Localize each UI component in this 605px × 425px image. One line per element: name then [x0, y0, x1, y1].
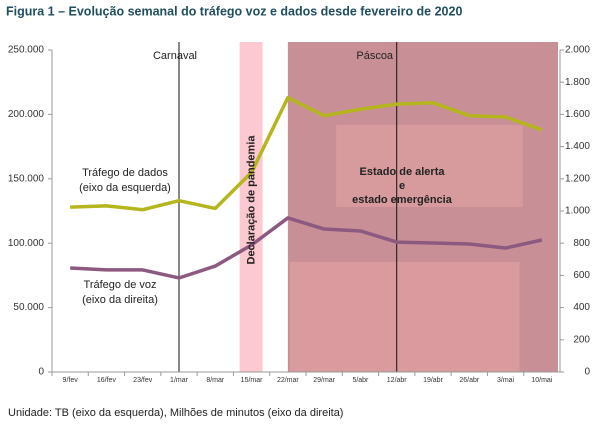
emergency-inner: [336, 125, 523, 207]
y-tick-label: 50.000: [13, 302, 44, 313]
emergency-inner: [289, 262, 520, 372]
y2-tick-label: 1.600: [565, 109, 590, 120]
series-label: Tráfego de voz: [84, 279, 157, 291]
x-tick-label: 3/mai: [497, 377, 515, 384]
x-tick-label: 10/mai: [531, 377, 552, 384]
y-tick-label: 0: [38, 367, 44, 378]
x-tick-label: 8/mar: [206, 377, 225, 384]
annotation: estado emergência: [352, 194, 453, 206]
x-tick-label: 9/fev: [63, 377, 79, 384]
y2-tick-label: 200: [573, 334, 590, 345]
x-tick-label: 12/abr: [387, 377, 408, 384]
backgrounds: [239, 42, 558, 372]
x-tick-label: 26/abr: [459, 377, 480, 384]
annotation: Carnaval: [153, 50, 197, 62]
y-tick-label: 200.000: [8, 109, 45, 120]
annotation: Estado de alerta: [360, 166, 446, 178]
x-tick-label: 5/abr: [352, 377, 369, 384]
annotation: e: [399, 180, 405, 192]
y2-tick-label: 600: [573, 270, 590, 281]
y2-tick-label: 800: [573, 238, 590, 249]
x-tick-label: 22/mar: [277, 377, 299, 384]
x-tick-label: 19/abr: [423, 377, 444, 384]
x-tick-label: 16/fev: [97, 377, 117, 384]
series-label: Tráfego de dados: [82, 167, 168, 179]
x-tick-label: 15/mar: [241, 377, 263, 384]
chart-title: Figura 1 – Evolução semanal do tráfego v…: [6, 4, 462, 18]
x-tick-label: 23/fev: [133, 377, 153, 384]
x-tick-label: 1/mar: [170, 377, 189, 384]
footnote: Unidade: TB (eixo da esquerda), Milhões …: [8, 407, 343, 419]
y2-tick-label: 400: [573, 302, 590, 313]
series-label-note: (eixo da esquerda): [79, 182, 171, 194]
y2-tick-label: 0: [584, 367, 590, 378]
pandemic-band: [239, 42, 263, 372]
series-label-note: (eixo da direita): [82, 294, 158, 306]
series-line: [70, 216, 543, 280]
y2-tick-label: 1.200: [565, 173, 590, 184]
y-tick-label: 150.000: [8, 173, 45, 184]
x-tick-label: 29/mar: [313, 377, 335, 384]
annotation: Declaração de pandemia: [245, 135, 257, 265]
annotation: Páscoa: [356, 50, 394, 62]
series-line: [70, 95, 543, 212]
y2-tick-label: 1.800: [565, 77, 590, 88]
y2-tick-label: 2.000: [565, 45, 590, 56]
y2-tick-label: 1.400: [565, 141, 590, 152]
y-tick-label: 100.000: [8, 238, 45, 249]
y2-tick-label: 1.000: [565, 206, 590, 217]
y-tick-label: 250.000: [8, 45, 45, 56]
